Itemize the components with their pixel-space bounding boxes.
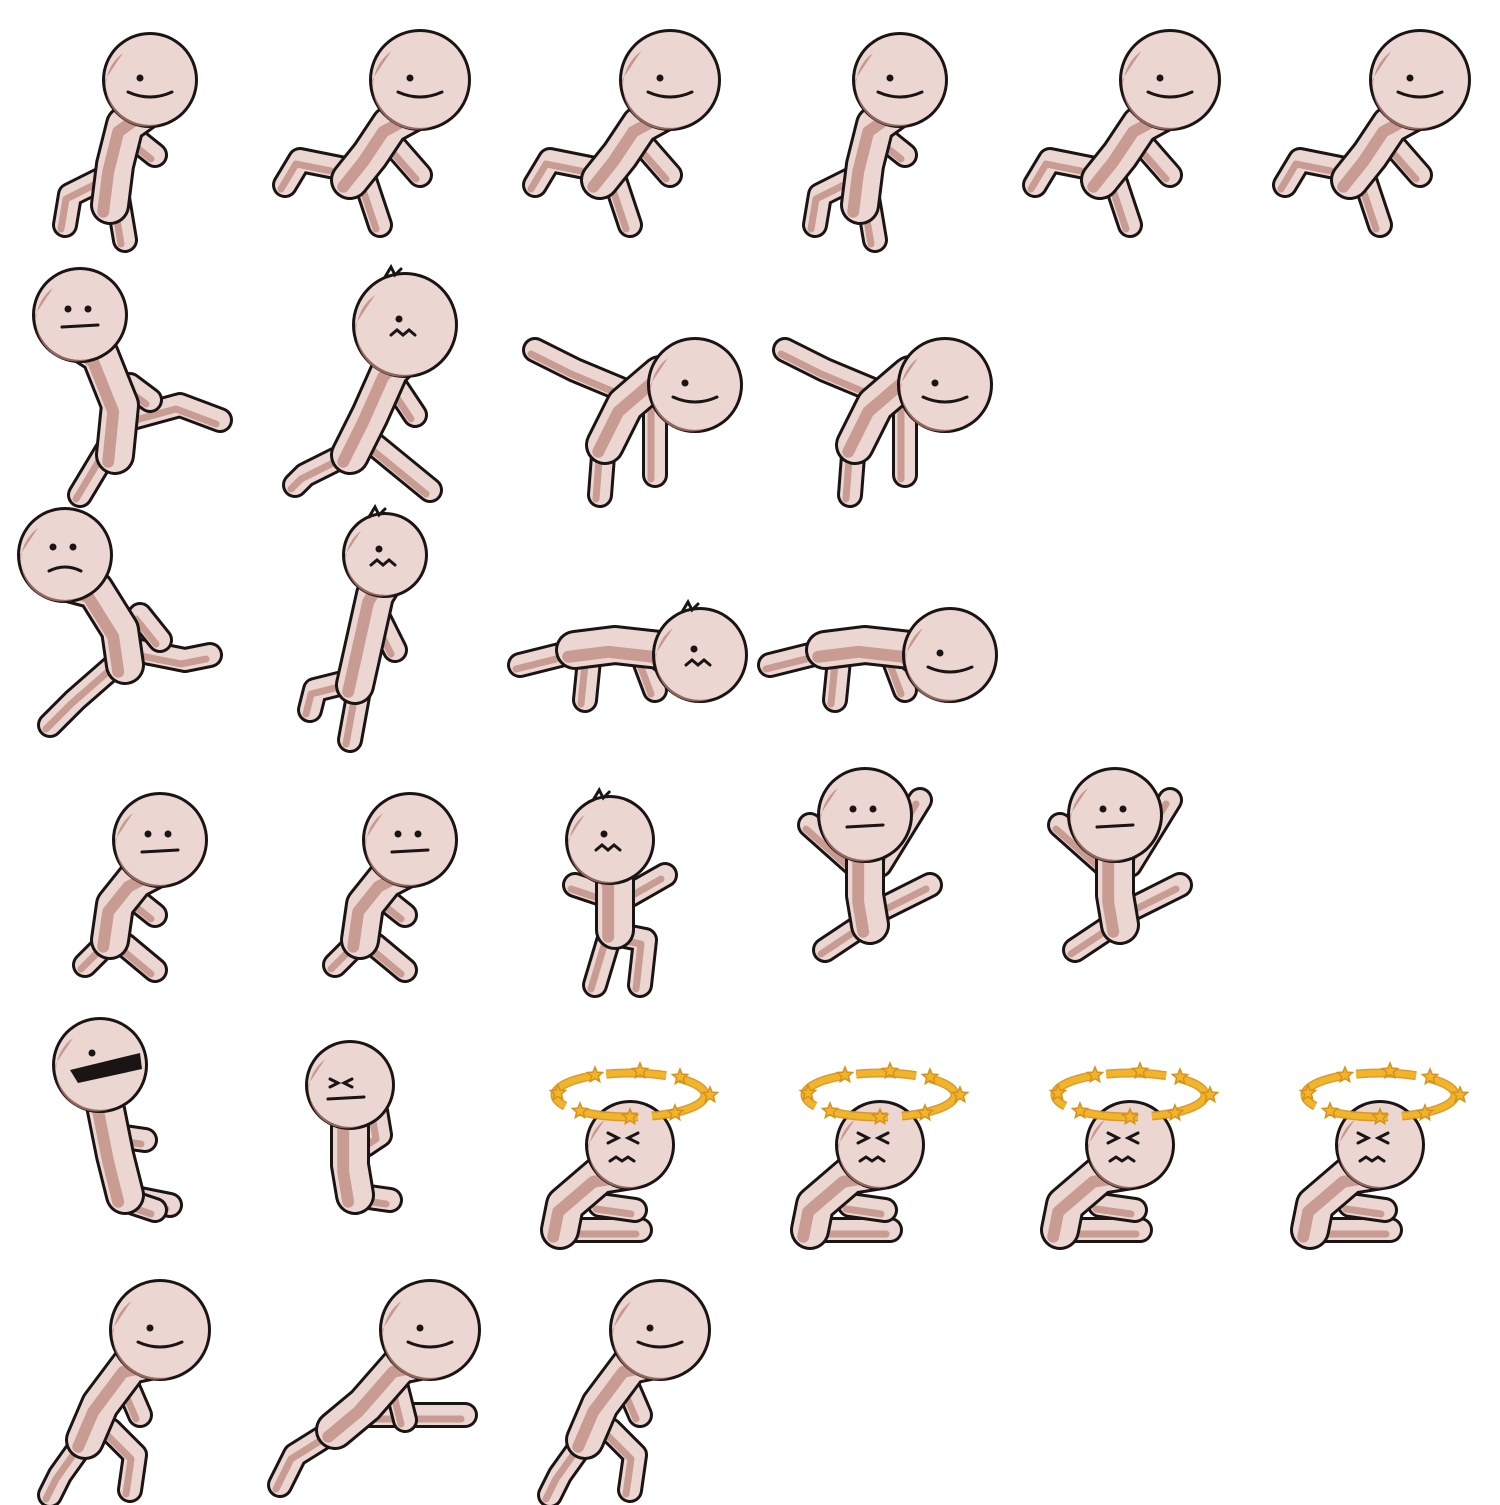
sprite-frame-hurt-1 <box>5 755 255 1005</box>
sprite-frame-hurt-3 <box>505 755 755 1005</box>
sprite-frame-kick-1 <box>5 255 255 508</box>
sprite-frame-run-3 <box>505 5 755 255</box>
character-sprite <box>790 1061 970 1250</box>
character-sprite <box>1022 29 1221 238</box>
sprite-frame-knockdown-3 <box>505 500 755 750</box>
character-sprite <box>802 32 948 253</box>
sprite-frame-run-1 <box>5 5 255 255</box>
character-sprite <box>52 1017 183 1223</box>
character-sprite <box>507 598 748 713</box>
character-sprite <box>522 29 721 238</box>
character-sprite <box>272 29 471 238</box>
character-sprite <box>1047 767 1193 963</box>
sprite-frame-knockdown-2 <box>255 500 505 753</box>
sprite-frame-get-up-2 <box>255 1255 505 1505</box>
character-sprite <box>522 337 743 508</box>
character-sprite <box>297 503 428 753</box>
sprite-frame-dizzy-5 <box>1005 1005 1255 1255</box>
character-sprite <box>540 1061 720 1250</box>
sprite-frame-dizzy-3 <box>505 1005 755 1255</box>
character-sprite <box>797 767 943 963</box>
sprite-frame-hurt-5 <box>1005 755 1255 1005</box>
sprite-frame-run-2 <box>255 5 505 255</box>
sprite-frame-run-6 <box>1255 5 1500 255</box>
character-sprite <box>72 792 208 983</box>
character-sprite <box>32 267 233 508</box>
character-sprite <box>17 507 223 738</box>
sprite-frame-knockdown-4 <box>755 500 1005 750</box>
character-sprite <box>37 1279 211 1505</box>
sprite-frame-run-5 <box>1005 5 1255 255</box>
character-sprite <box>537 1279 711 1505</box>
character-sprite <box>1272 29 1471 238</box>
sprite-frame-dizzy-6 <box>1255 1005 1500 1255</box>
sprite-frame-dizzy-2 <box>255 1005 505 1255</box>
character-sprite <box>757 607 998 713</box>
sprite-frame-hurt-2 <box>255 755 505 1005</box>
sprite-frame-kick-4 <box>755 255 1005 508</box>
sprite-frame-kick-3 <box>505 255 755 508</box>
sprite-frame-get-up-3 <box>505 1255 755 1505</box>
character-sprite <box>1290 1061 1470 1250</box>
sprite-frame-dizzy-4 <box>755 1005 1005 1255</box>
character-sprite <box>267 1279 481 1498</box>
sprite-frame-run-4 <box>755 5 1005 255</box>
character-sprite <box>772 337 993 508</box>
character-sprite <box>282 263 458 503</box>
sprite-frame-get-up-1 <box>5 1255 255 1505</box>
sprite-frame-hurt-4 <box>755 755 1005 1005</box>
sprite-frame-knockdown-1 <box>5 500 255 750</box>
character-sprite <box>322 792 458 983</box>
character-sprite <box>1040 1061 1220 1250</box>
character-sprite <box>52 32 198 253</box>
sprite-frame-kick-2 <box>255 255 505 505</box>
sprite-frame-dizzy-1 <box>5 1005 255 1255</box>
character-sprite <box>562 786 678 998</box>
character-sprite <box>305 1040 403 1215</box>
